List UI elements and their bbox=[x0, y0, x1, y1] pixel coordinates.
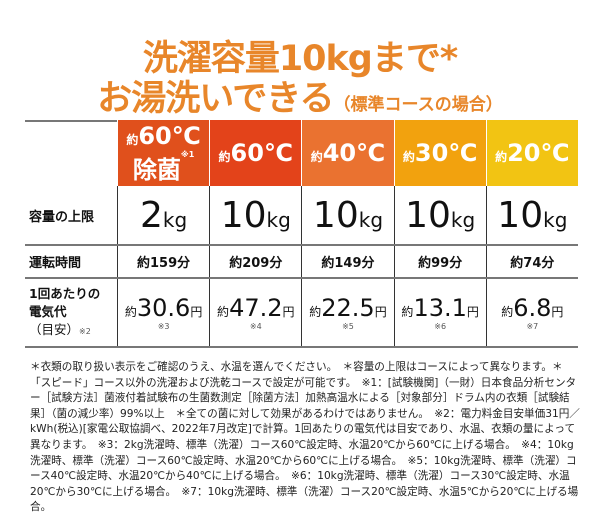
capacity-row: 容量の上限 2kg 10kg 10kg 10kg 10kg bbox=[25, 186, 578, 246]
header-row: 約60℃ 除菌※1 約60℃ 約40℃ 約30℃ 約20℃ bbox=[25, 120, 578, 186]
header-temp-4: 約20℃ bbox=[485, 120, 578, 186]
header-temp-1: 約60℃ bbox=[209, 120, 302, 186]
header-temp-0: 約60℃ 除菌※1 bbox=[117, 120, 210, 186]
header-temp-3: 約30℃ bbox=[393, 120, 486, 186]
headline: 洗濯容量10kgまで* bbox=[142, 39, 458, 79]
capacity-value: 10kg bbox=[301, 186, 393, 244]
cost-value: 約13.1円 ※6 bbox=[393, 279, 486, 346]
time-label: 運転時間 bbox=[29, 256, 82, 271]
time-value: 約74分 bbox=[485, 246, 578, 277]
cost-value: 約47.2円 ※4 bbox=[209, 279, 301, 346]
time-value: 約209分 bbox=[209, 246, 301, 277]
time-value: 約99分 bbox=[393, 246, 486, 277]
capacity-value: 10kg bbox=[209, 186, 301, 244]
time-row: 運転時間 約159分 約209分 約149分 約99分 約74分 bbox=[25, 246, 578, 279]
capacity-value: 2kg bbox=[117, 186, 209, 244]
time-value: 約149分 bbox=[301, 246, 393, 277]
spec-table: 約60℃ 除菌※1 約60℃ 約40℃ 約30℃ 約20℃ 容量の上限 2kg 10kg 10… bbox=[25, 120, 578, 348]
cost-label-1: 1回あたりの bbox=[29, 285, 101, 301]
header-blank bbox=[25, 120, 117, 186]
capacity-value: 10kg bbox=[485, 186, 578, 244]
cost-label-3: （目安）※2 bbox=[29, 321, 91, 337]
subheadline: お湯洗いできる（標準コースの場合） bbox=[0, 70, 600, 121]
time-value: 約159分 bbox=[117, 246, 209, 277]
subheadline-text: お湯洗いできる bbox=[97, 79, 334, 119]
cost-value: 約22.5円 ※5 bbox=[301, 279, 393, 346]
cost-row: 1回あたりの 電気代 （目安）※2 約30.6円 ※3 約47.2円 ※4 約22.5円… bbox=[25, 279, 578, 348]
cost-value: 約6.8円 ※7 bbox=[485, 279, 578, 346]
cost-value: 約30.6円 ※3 bbox=[117, 279, 209, 346]
footnotes: ＊衣類の取り扱い表示をご確認のうえ、水温を選んでください。 ＊容量の上限はコース… bbox=[30, 361, 580, 514]
header-temp-2: 約40℃ bbox=[301, 120, 394, 186]
cost-label: 1回あたりの 電気代 （目安）※2 bbox=[25, 279, 117, 346]
subheadline-note: （標準コースの場合） bbox=[333, 95, 503, 115]
cost-label-2: 電気代 bbox=[29, 303, 67, 319]
capacity-label: 容量の上限 bbox=[29, 209, 95, 225]
capacity-value: 10kg bbox=[393, 186, 486, 244]
